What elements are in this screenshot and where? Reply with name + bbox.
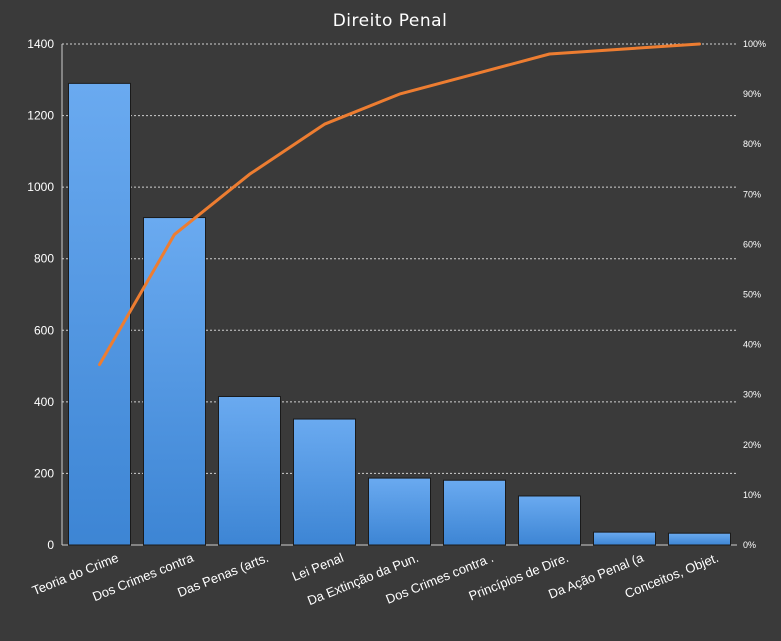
y2-tick-label: 100%: [743, 39, 766, 49]
y-tick-label: 200: [34, 466, 54, 480]
y-tick-label: 1400: [27, 37, 54, 51]
y-tick-label: 1000: [27, 180, 54, 194]
chart-title: Direito Penal: [333, 11, 448, 31]
y2-tick-label: 30%: [743, 390, 761, 400]
y2-tick-label: 50%: [743, 290, 761, 300]
y-axis-left-ticks: 0 200 400 600 800 1000 1200 1400: [27, 37, 54, 552]
y2-tick-label: 60%: [743, 239, 761, 249]
bar: [368, 477, 431, 546]
cumulative-percent-line: [98, 42, 701, 367]
y2-tick-label: 70%: [743, 189, 761, 199]
y2-tick-label: 90%: [743, 89, 761, 99]
y-tick-label: 0: [47, 538, 54, 552]
x-tick-label: Lei Penal: [290, 550, 346, 584]
y-tick-label: 800: [34, 252, 54, 266]
bar: [593, 531, 656, 546]
bar: [68, 82, 131, 546]
bar: [518, 495, 581, 546]
y-tick-label: 600: [34, 323, 54, 337]
bar: [443, 479, 506, 546]
bar: [293, 418, 356, 546]
y-tick-label: 400: [34, 395, 54, 409]
y2-tick-label: 20%: [743, 440, 761, 450]
y-tick-label: 1200: [27, 109, 54, 123]
bar: [668, 532, 731, 546]
y-axis-right-ticks: 0% 10% 20% 30% 40% 50% 60% 70% 80% 90% 100%: [743, 39, 766, 550]
y2-tick-label: 10%: [743, 490, 761, 500]
cumulative-line: [98, 42, 701, 367]
y2-tick-label: 0%: [743, 540, 756, 550]
y2-tick-label: 80%: [743, 139, 761, 149]
bar: [143, 217, 206, 546]
y2-tick-label: 40%: [743, 340, 761, 350]
bar: [218, 395, 281, 546]
bars: [68, 82, 731, 546]
